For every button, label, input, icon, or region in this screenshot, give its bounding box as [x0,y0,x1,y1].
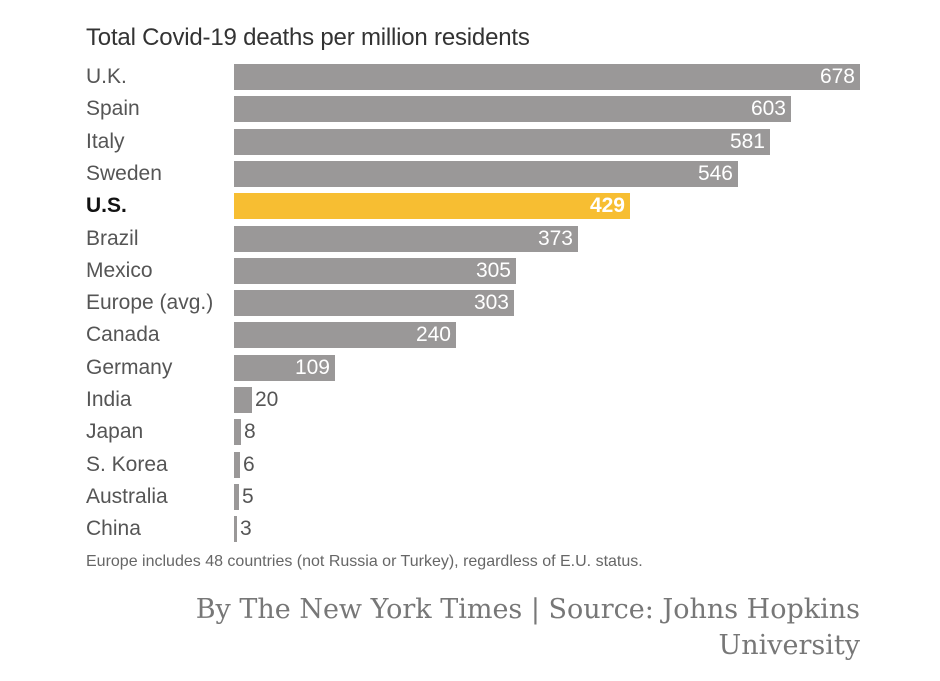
value-label-spain: 603 [750,97,786,120]
value-label-europe-avg: 303 [473,291,509,314]
category-label-u-k: U.K. [86,65,127,88]
category-label-japan: Japan [86,420,144,443]
bar-u-s [234,193,630,219]
chart-title: Total Covid-19 deaths per million reside… [86,24,530,51]
bar-italy [234,129,770,155]
category-label-germany: Germany [86,356,173,379]
value-label-u-k: 678 [819,65,855,88]
category-label-europe-avg: Europe (avg.) [86,291,214,314]
value-label-germany: 109 [294,356,330,379]
category-label-india: India [86,388,132,411]
value-label-italy: 581 [729,130,765,153]
value-label-australia: 5 [242,485,254,508]
value-label-china: 3 [240,517,252,540]
footnote: Europe includes 48 countries (not Russia… [86,553,643,570]
bar-spain [234,96,791,122]
category-label-brazil: Brazil [86,227,139,250]
value-label-u-s: 429 [589,194,625,217]
category-label-canada: Canada [86,323,160,346]
category-label-u-s: U.S. [86,194,127,217]
category-label-spain: Spain [86,97,140,120]
bar-sweden [234,161,738,187]
bar-india [234,387,252,413]
bar-u-k [234,64,860,90]
value-label-mexico: 305 [475,259,511,282]
bar-brazil [234,226,578,252]
bar-canada [234,322,456,348]
category-label-s-korea: S. Korea [86,453,168,476]
bar-mexico [234,258,516,284]
category-label-mexico: Mexico [86,259,153,282]
value-label-canada: 240 [415,323,451,346]
source-credit: By The New York Times | Source: Johns Ho… [195,594,860,661]
value-label-japan: 8 [244,420,256,443]
bar-s-korea [234,452,240,478]
bar-germany [234,355,335,381]
value-label-s-korea: 6 [243,453,255,476]
category-label-italy: Italy [86,130,125,153]
value-label-brazil: 373 [537,227,573,250]
value-label-india: 20 [255,388,279,411]
bar-japan [234,419,241,445]
category-label-australia: Australia [86,485,168,508]
bar-china [234,516,237,542]
category-label-sweden: Sweden [86,162,162,185]
value-label-sweden: 546 [697,162,733,185]
category-label-china: China [86,517,141,540]
bar-australia [234,484,239,510]
bar-europe-avg [234,290,514,316]
